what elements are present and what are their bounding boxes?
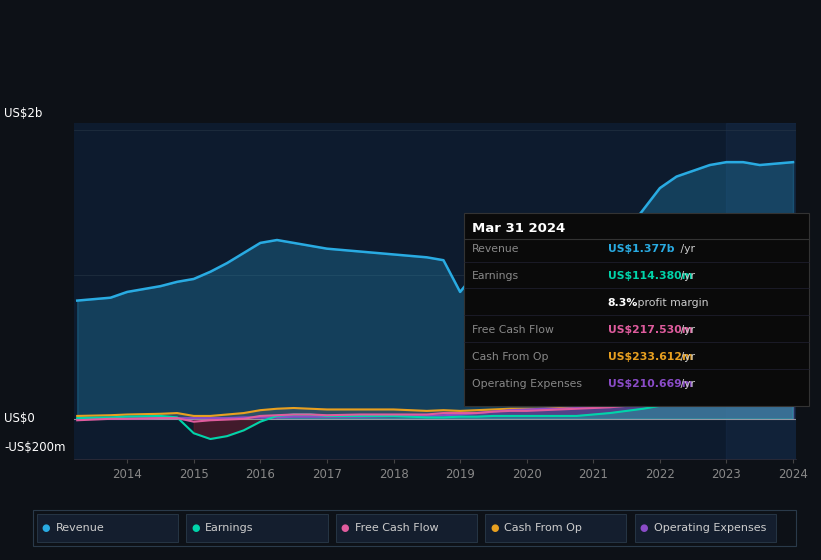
Text: US$233.612m: US$233.612m	[608, 352, 693, 362]
Text: /yr: /yr	[677, 244, 695, 254]
Text: US$114.380m: US$114.380m	[608, 271, 692, 281]
Text: Cash From Op: Cash From Op	[504, 523, 582, 533]
Text: ●: ●	[42, 523, 50, 533]
Text: 8.3%: 8.3%	[608, 298, 638, 308]
Bar	[727, 123, 806, 459]
Text: profit margin: profit margin	[634, 298, 709, 308]
Text: /yr: /yr	[677, 379, 695, 389]
Text: Mar 31 2024: Mar 31 2024	[472, 222, 566, 235]
Text: US$0: US$0	[4, 412, 34, 426]
Text: ●: ●	[490, 523, 498, 533]
Text: ●: ●	[191, 523, 200, 533]
Text: -US$200m: -US$200m	[4, 441, 66, 454]
Text: Revenue: Revenue	[56, 523, 104, 533]
Text: Earnings: Earnings	[205, 523, 254, 533]
Text: Operating Expenses: Operating Expenses	[472, 379, 582, 389]
Text: Free Cash Flow: Free Cash Flow	[472, 325, 554, 335]
Text: Revenue: Revenue	[472, 244, 520, 254]
Text: US$1.377b: US$1.377b	[608, 244, 674, 254]
Text: Operating Expenses: Operating Expenses	[654, 523, 766, 533]
Text: US$217.530m: US$217.530m	[608, 325, 693, 335]
Text: Earnings: Earnings	[472, 271, 519, 281]
Text: /yr: /yr	[677, 271, 695, 281]
Text: /yr: /yr	[677, 325, 695, 335]
Text: US$210.669m: US$210.669m	[608, 379, 693, 389]
Text: ●: ●	[341, 523, 349, 533]
Text: US$2b: US$2b	[4, 107, 43, 120]
Text: ●: ●	[640, 523, 648, 533]
Text: Cash From Op: Cash From Op	[472, 352, 548, 362]
Text: /yr: /yr	[677, 352, 695, 362]
Text: Free Cash Flow: Free Cash Flow	[355, 523, 438, 533]
